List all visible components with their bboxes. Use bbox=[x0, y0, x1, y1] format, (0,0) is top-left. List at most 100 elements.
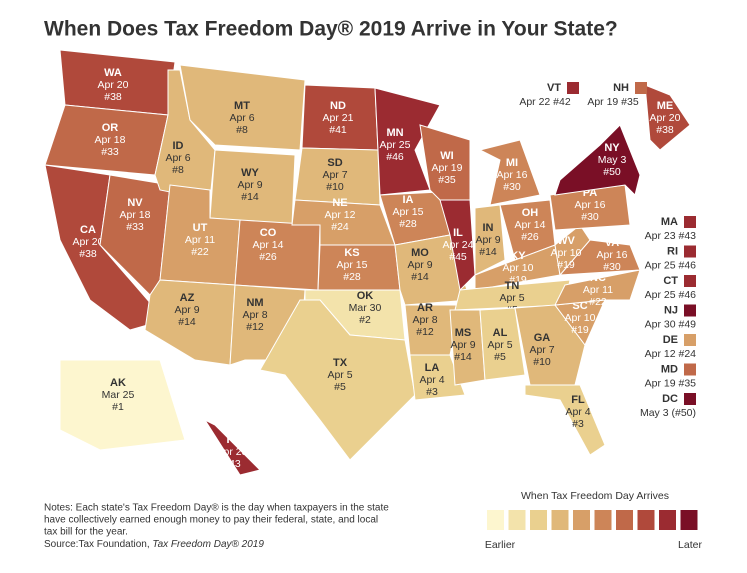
state-abbr: WY bbox=[241, 167, 259, 179]
state-rank: #26 bbox=[259, 251, 277, 263]
callout-swatch bbox=[684, 216, 696, 228]
state-date: Apr 9 bbox=[237, 179, 262, 191]
state-abbr: UT bbox=[193, 222, 208, 234]
legend-swatch bbox=[637, 510, 655, 530]
state-date: Apr 10 bbox=[551, 247, 582, 259]
title: When Does Tax Freedom Day® 2019 Arrive i… bbox=[44, 18, 618, 41]
state-abbr: MT bbox=[234, 100, 250, 112]
state-abbr: OR bbox=[102, 122, 119, 134]
state-date: Apr 9 bbox=[174, 304, 199, 316]
state-shape bbox=[554, 224, 591, 277]
callout-abbr: RI bbox=[667, 245, 678, 257]
state-abbr: ME bbox=[657, 100, 674, 112]
state-abbr: IA bbox=[403, 194, 414, 206]
state-shape bbox=[234, 219, 321, 291]
state-date: Apr 9 bbox=[475, 234, 500, 246]
state-date: Apr 9 bbox=[407, 259, 432, 271]
callout-label: Apr 19 #35 bbox=[587, 96, 639, 108]
callout-label: Apr 25 #46 bbox=[645, 259, 697, 271]
state-rank: #3 bbox=[572, 418, 584, 430]
source: Source:Tax Foundation, Tax Freedom Day® … bbox=[44, 539, 264, 550]
state-date: Apr 20 bbox=[650, 112, 681, 124]
callout-abbr: MD bbox=[661, 363, 678, 375]
legend-swatch bbox=[594, 510, 612, 530]
state-abbr: SD bbox=[327, 157, 342, 169]
state-abbr: TX bbox=[333, 357, 348, 369]
callout-label: Apr 19 #35 bbox=[645, 377, 697, 389]
state-rank: #30 bbox=[603, 261, 621, 273]
legend-high: Later bbox=[678, 539, 702, 551]
legend-title: When Tax Freedom Day Arrives bbox=[521, 490, 669, 502]
state-rank: #14 bbox=[454, 351, 472, 363]
callout-label: Apr 22 #42 bbox=[519, 96, 571, 108]
state-abbr: MS bbox=[455, 327, 472, 339]
state-date: Apr 15 bbox=[393, 206, 424, 218]
state-abbr: LA bbox=[425, 362, 440, 374]
state-abbr: HI bbox=[227, 434, 238, 446]
state-abbr: IN bbox=[483, 222, 494, 234]
state-rank: #12 bbox=[246, 321, 264, 333]
note-line: have collectively earned enough money to… bbox=[44, 515, 378, 526]
state-abbr: VA bbox=[605, 237, 620, 249]
state-date: Apr 6 bbox=[165, 152, 190, 164]
state-rank: #28 bbox=[399, 218, 417, 230]
source-publication: Tax Freedom Day® 2019 bbox=[152, 539, 264, 550]
state-date: Apr 18 bbox=[95, 134, 126, 146]
state-rank: #26 bbox=[521, 231, 539, 243]
state-shape bbox=[179, 64, 306, 151]
callout-abbr: MA bbox=[661, 216, 678, 228]
state-date: Apr 4 bbox=[419, 374, 444, 386]
state-abbr: NE bbox=[332, 197, 347, 209]
state-rank: #41 bbox=[329, 124, 347, 136]
state-date: Apr 14 bbox=[515, 219, 546, 231]
state-date: Apr 10 bbox=[503, 262, 534, 274]
state-rank: #38 bbox=[656, 124, 674, 136]
state-rank: #24 bbox=[331, 221, 349, 233]
callout-swatch bbox=[684, 245, 696, 258]
state-date: Apr 5 bbox=[487, 339, 512, 351]
state-shape bbox=[59, 359, 186, 451]
state-date: Apr 12 bbox=[325, 209, 356, 221]
state-date: Apr 5 bbox=[499, 292, 524, 304]
callout-label: Apr 12 #24 bbox=[645, 348, 697, 360]
state-rank: #30 bbox=[503, 181, 521, 193]
callout-abbr: NJ bbox=[664, 304, 678, 316]
legend-swatch bbox=[487, 510, 504, 530]
state-shape bbox=[203, 418, 261, 476]
callout-abbr: CT bbox=[663, 275, 678, 287]
state-shape bbox=[478, 139, 541, 206]
legend-swatch bbox=[551, 510, 569, 530]
state-rank: #38 bbox=[79, 248, 97, 260]
state-rank: #12 bbox=[416, 326, 434, 338]
legend-low: Earlier bbox=[485, 539, 516, 551]
state-abbr: OH bbox=[522, 207, 539, 219]
state-abbr: OK bbox=[357, 290, 374, 302]
state-shape bbox=[394, 234, 471, 306]
state-abbr: TN bbox=[505, 280, 520, 292]
state-rank: #33 bbox=[126, 221, 144, 233]
state-date: Apr 19 bbox=[432, 162, 463, 174]
state-date: Apr 21 bbox=[323, 112, 354, 124]
callout-swatch bbox=[684, 304, 696, 317]
state-rank: #46 bbox=[386, 151, 404, 163]
state-date: Apr 5 bbox=[327, 369, 352, 381]
state-date: Apr 7 bbox=[322, 169, 347, 181]
legend-swatch bbox=[616, 510, 633, 530]
callout-swatch bbox=[567, 82, 579, 94]
callout-abbr: DE bbox=[663, 334, 678, 346]
legend-swatch bbox=[508, 510, 526, 530]
state-abbr: NY bbox=[604, 142, 620, 154]
state-abbr: ND bbox=[330, 100, 346, 112]
state-rank: #35 bbox=[438, 174, 456, 186]
state-rank: #50 bbox=[603, 166, 621, 178]
callout-abbr: NH bbox=[613, 82, 629, 94]
state-rank: #22 bbox=[589, 296, 607, 308]
callouts: VT Apr 22 #42 NH Apr 19 #35 MA Apr 23 #43 RI Ap… bbox=[519, 82, 696, 419]
state-date: Apr 20 bbox=[73, 236, 104, 248]
state-abbr: MI bbox=[506, 157, 518, 169]
state-date: Apr 8 bbox=[242, 309, 267, 321]
state-shape bbox=[439, 199, 476, 292]
state-shape bbox=[514, 304, 586, 386]
state-rank: #19 bbox=[571, 324, 589, 336]
state-abbr: NV bbox=[127, 197, 143, 209]
